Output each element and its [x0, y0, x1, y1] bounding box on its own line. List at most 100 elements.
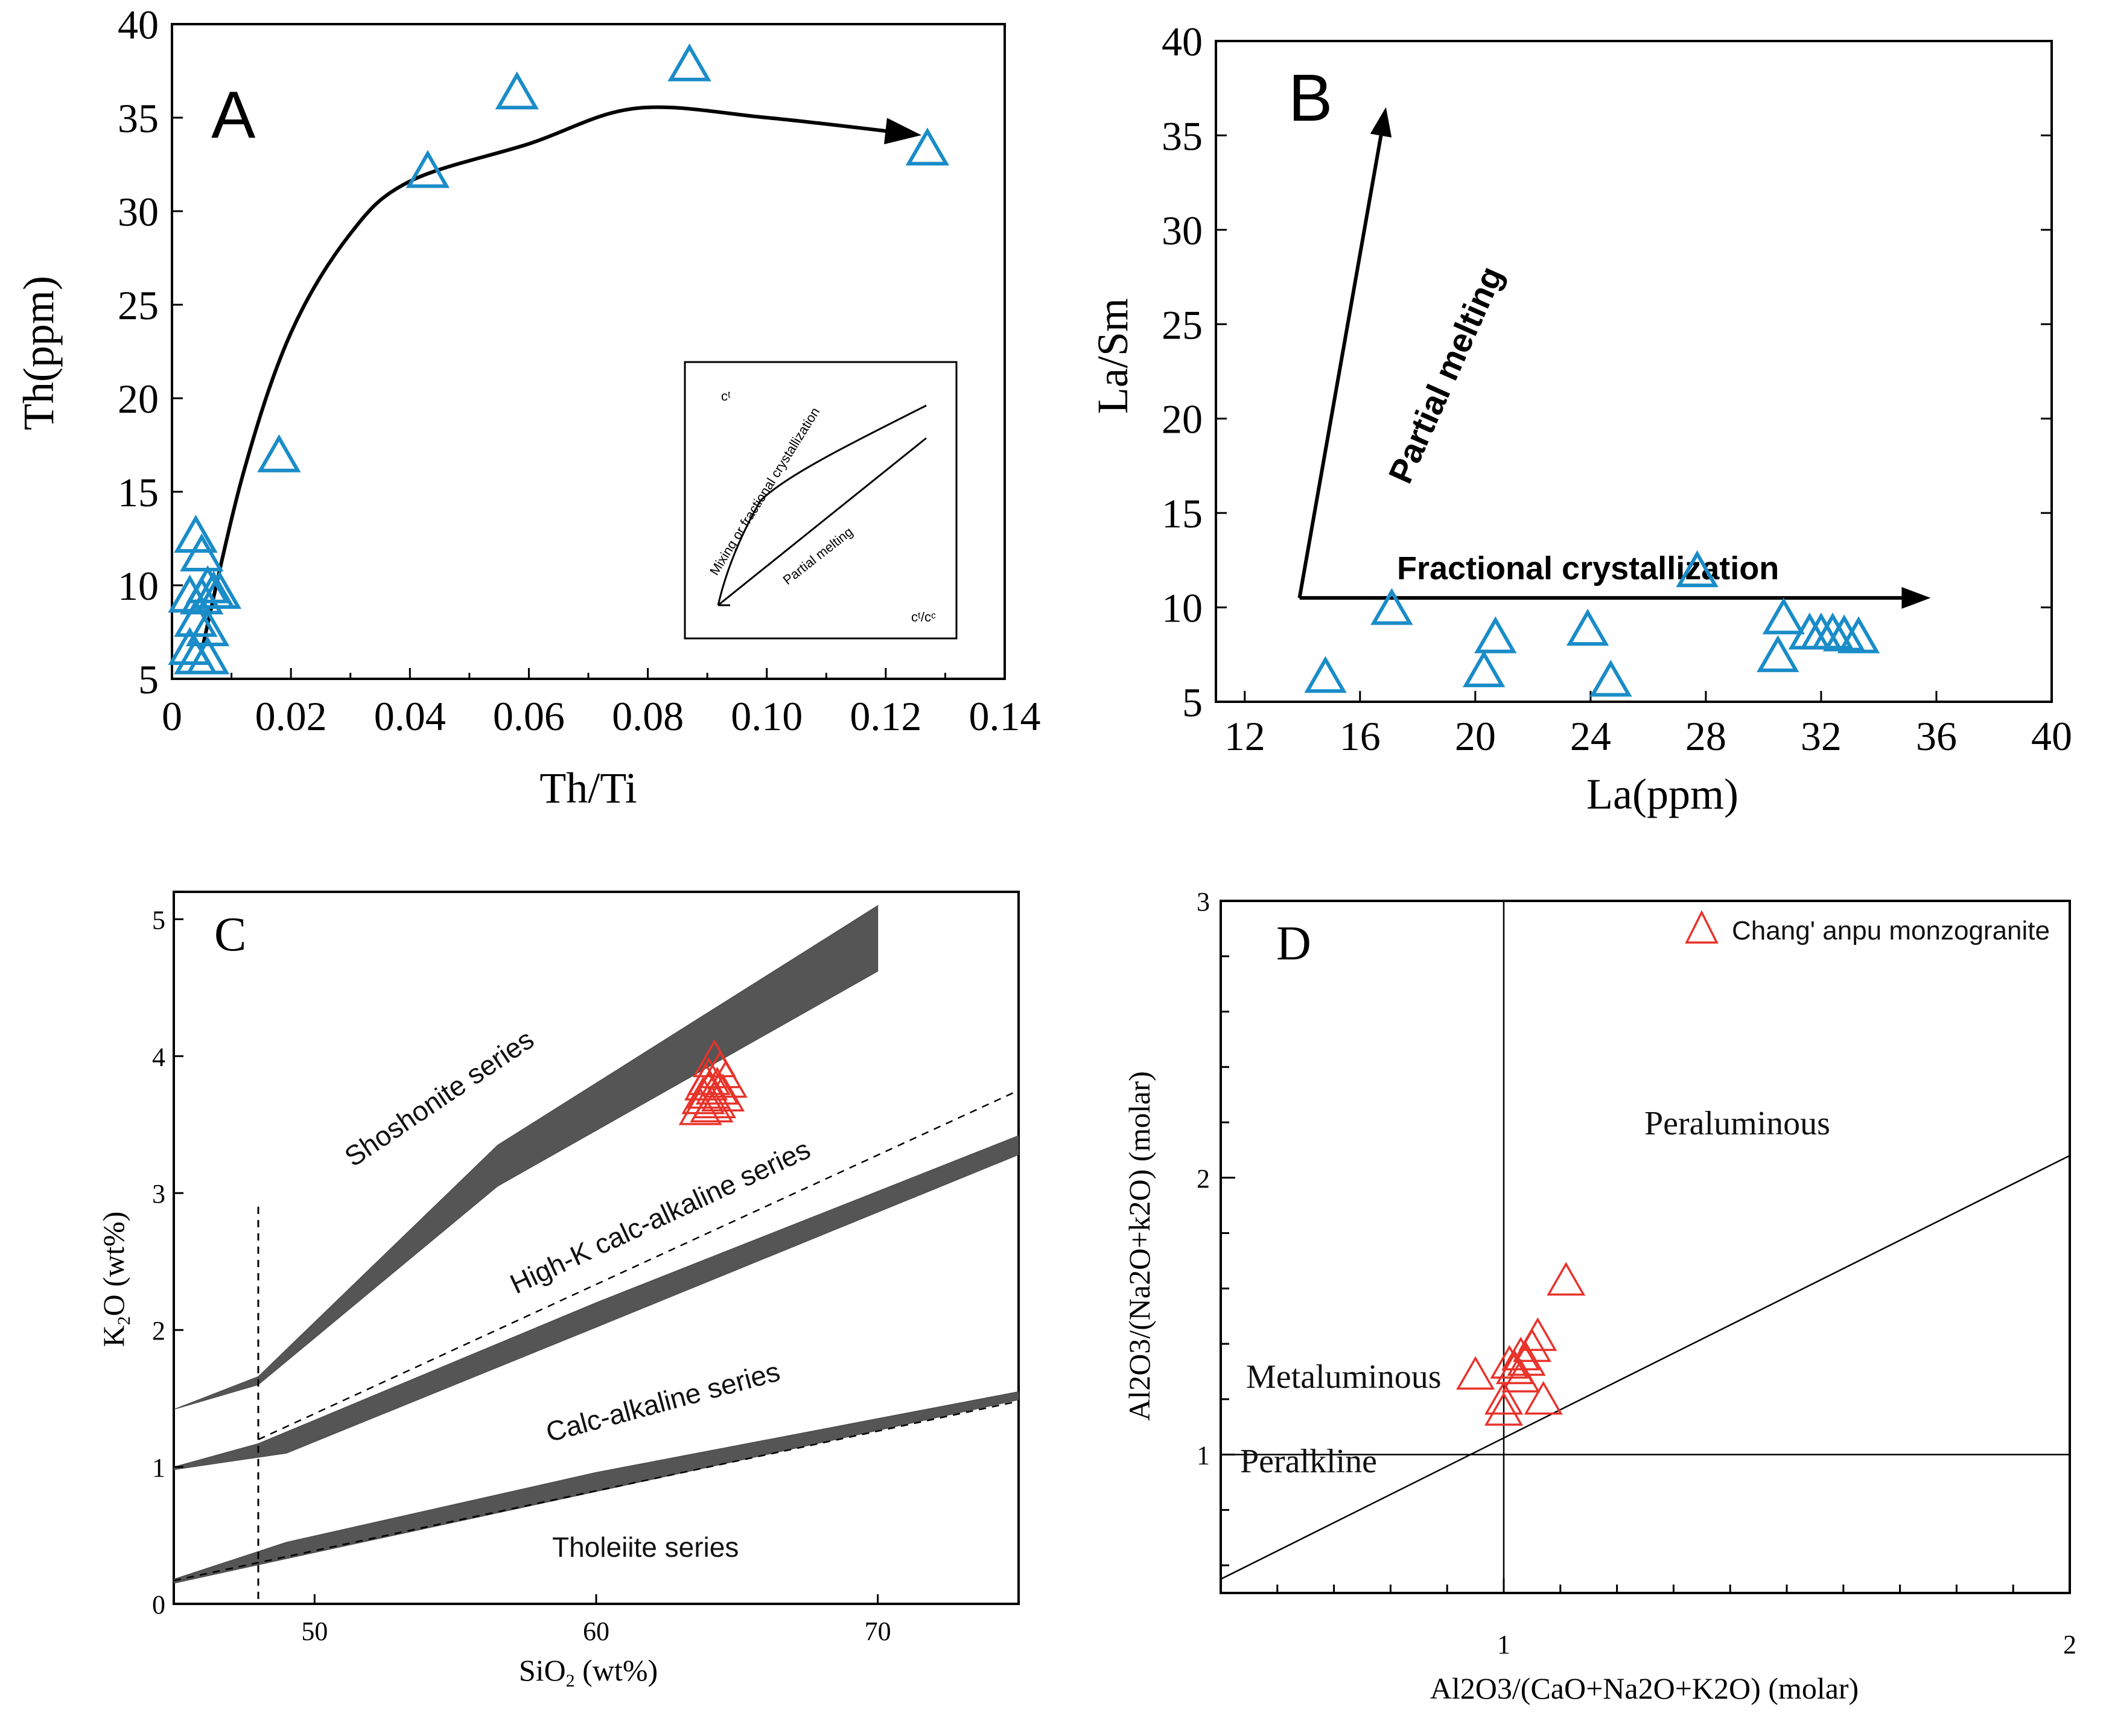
- panel-b-arrows: [1297, 107, 1931, 609]
- panel-c-x-label-sub: 2: [566, 1671, 575, 1691]
- panel-c-y-tick-label: 4: [152, 1042, 165, 1072]
- panel-d: 1 2 1 2 3 D Al2O3/(CaO+Na2O+K2O) (molar) Al2…: [1122, 887, 2076, 1705]
- peraluminous-label: Peraluminous: [1644, 1105, 1830, 1142]
- panel-c-data-point: [690, 1084, 734, 1123]
- panel-c-data-point: [701, 1073, 745, 1111]
- panel-a-y-tick-label: 20: [118, 376, 159, 422]
- panel-c-y-tick-label: 1: [152, 1453, 165, 1483]
- panel-c-x-tick-label: 70: [865, 1617, 891, 1646]
- panel-c-ticks: [174, 918, 879, 1605]
- panel-b-data-point: [1762, 597, 1805, 635]
- calc-alkaline-label: Calc-alkaline series: [542, 1355, 783, 1448]
- inset-ratio-label: cᵗ/cᶜ: [911, 609, 936, 625]
- panel-b-data-point: [1370, 588, 1413, 625]
- panel-a-ticks: [171, 23, 1006, 680]
- metaluminous-label: Metaluminous: [1246, 1358, 1442, 1396]
- panel-d-y-label: Al2O3/(Na2O+k2O) (molar): [1122, 1071, 1156, 1420]
- panel-a-data-point: [495, 71, 539, 110]
- panel-b-markers: [1304, 550, 1880, 697]
- panel-d-frame: [1220, 900, 2071, 1594]
- panel-a-arrowhead: [883, 118, 922, 145]
- partial-melting-arrow-line: [1297, 135, 1383, 599]
- panel-a-y-tick-label: 35: [118, 95, 159, 141]
- panel-b-data-point: [1676, 550, 1719, 588]
- panel-a-x-tick-label: 0.12: [850, 693, 921, 739]
- panel-d-data-point: [1501, 1358, 1541, 1393]
- legend-marker-icon: [1685, 910, 1719, 944]
- legend-label: Chang' anpu monzogranite: [1732, 916, 2050, 946]
- panel-d-ticks: [1221, 900, 2071, 1593]
- panel-c-x-label: SiO2 (wt%): [519, 1653, 658, 1691]
- panel-c-y-tick-label: 3: [152, 1179, 165, 1209]
- panel-b-x-tick-label: 40: [2031, 713, 2072, 759]
- panel-d-legend: Chang' anpu monzogranite: [1685, 910, 2050, 946]
- panel-d-data-point: [1524, 1381, 1563, 1415]
- panel-c-markers: [678, 1039, 748, 1125]
- panel-d-markers: [1456, 1262, 1586, 1426]
- panel-d-data-point: [1501, 1337, 1541, 1370]
- panel-a-markers: [168, 43, 950, 675]
- peralkline-label: Peralkline: [1240, 1443, 1377, 1480]
- panel-d-x-tick-label: 1: [1497, 1630, 1510, 1659]
- panel-d-data-point: [1507, 1342, 1546, 1376]
- panel-b-y-tick-label: 25: [1162, 302, 1203, 348]
- panel-b-letter: B: [1288, 61, 1332, 135]
- panel-a-data-point: [185, 608, 230, 646]
- panel-c-x-tick-label: 50: [301, 1617, 328, 1646]
- panel-b-y-tick-label: 10: [1162, 585, 1203, 631]
- panel-a-x-tick-label: 0.06: [493, 693, 565, 739]
- panel-b-x-tick-label: 32: [1801, 713, 1842, 759]
- panel-a-y-label: Th(ppm): [14, 276, 63, 430]
- panel-a-letter: A: [211, 78, 256, 152]
- panel-b-y-label: La/Sm: [1089, 298, 1137, 414]
- panel-a-data-point: [406, 150, 450, 188]
- panel-d-y-tick-label: 2: [1197, 1164, 1210, 1194]
- panel-b-x-label: La(ppm): [1586, 770, 1738, 818]
- inset-curve-mixing: [717, 404, 927, 606]
- panel-a-x-tick-label: 0.08: [612, 693, 684, 739]
- panel-c-letter: C: [214, 908, 246, 961]
- panel-d-letter: D: [1276, 917, 1311, 970]
- panel-a-y-tick-label: 40: [118, 2, 159, 48]
- panel-b-data-point: [1566, 608, 1609, 646]
- inset-curve-partial-melting: [717, 437, 927, 606]
- panel-d-y-tick-label: 3: [1197, 887, 1210, 917]
- panel-a-data-point: [197, 571, 242, 609]
- partial-melting-label: Partial melting: [1381, 261, 1510, 489]
- panel-d-data-point: [1518, 1317, 1557, 1351]
- high-k-boundary-band: [173, 1135, 1019, 1471]
- panel-a-data-point: [905, 127, 950, 166]
- panel-a-data-point: [667, 43, 711, 81]
- panel-c-y-label-tail: O (wt%): [97, 1212, 130, 1317]
- panel-a-inset: cᵗ cᵗ/cᶜ Mixing or fractional crystalliz…: [684, 361, 958, 640]
- panel-b-data-point: [1474, 616, 1517, 653]
- panel-c-y-label: K2O (wt%): [97, 1212, 134, 1347]
- panel-a-y-tick-label: 15: [118, 469, 159, 515]
- panel-d-data-point: [1484, 1391, 1524, 1426]
- panel-a-x-tick-label: 0.10: [731, 693, 803, 739]
- panel-c-data-point: [704, 1060, 748, 1098]
- panel-a: 0 0.02 0.04 0.06 0.08 0.10 0.12 0.14 5 10 15 20 25 30…: [14, 2, 1041, 812]
- panel-c-y-label-main: K: [97, 1325, 130, 1347]
- panel-c-x-tick-label: 60: [583, 1617, 609, 1646]
- panel-a-data-point: [180, 533, 224, 571]
- inset-frame: [684, 361, 958, 640]
- panel-b-x-tick-label: 20: [1455, 713, 1496, 759]
- panel-b-y-tick-label: 5: [1182, 679, 1203, 725]
- partial-melting-arrowhead: [1370, 107, 1392, 138]
- panel-a-y-tick-label: 25: [118, 282, 159, 328]
- panel-b-data-point: [1811, 612, 1854, 650]
- panel-d-data-point: [1490, 1344, 1529, 1379]
- panel-b-data-point: [1589, 660, 1632, 697]
- panel-b-x-tick-label: 24: [1570, 713, 1611, 759]
- panel-a-x-tick-label: 0.02: [255, 693, 327, 739]
- panel-b-ticks: [1216, 40, 2053, 703]
- panel-c-y-tick-label: 5: [152, 905, 165, 935]
- panel-b-y-tick-label: 30: [1162, 208, 1203, 253]
- panel-a-x-label: Th/Ti: [539, 764, 637, 812]
- fractional-crystallization-arrowhead: [1901, 587, 1931, 609]
- diagonal-boundary-line: [1220, 1154, 2070, 1580]
- panel-b-y-tick-label: 35: [1162, 113, 1203, 159]
- panel-b-data-point: [1822, 614, 1866, 652]
